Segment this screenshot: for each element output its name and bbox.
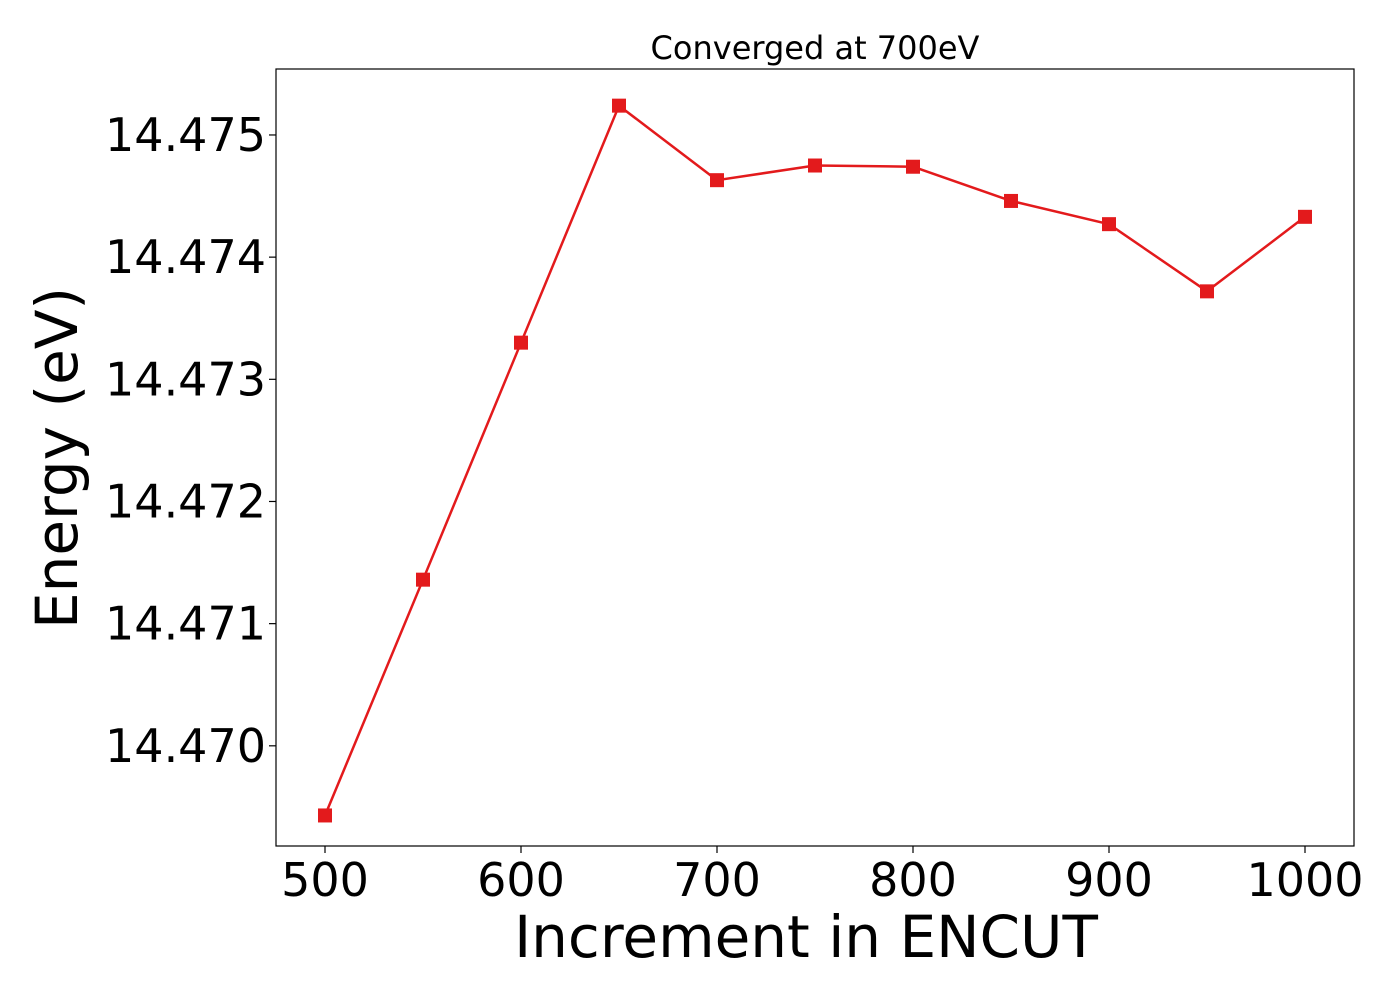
x-tick-label: 900: [1065, 853, 1153, 907]
x-axis-label: Increment in ENCUT: [514, 903, 1098, 971]
y-tick-label: 14.474: [105, 230, 266, 284]
x-axis: 500 600 700 800 900 1000: [281, 846, 1364, 907]
data-point-marker: [318, 808, 332, 823]
series-layer: [318, 98, 1312, 823]
y-tick-label: 14.470: [105, 719, 266, 773]
data-point-marker: [612, 98, 626, 113]
series-line: [323, 104, 1306, 816]
data-point-marker: [514, 335, 528, 350]
x-tick-label: 500: [281, 853, 369, 907]
data-point-marker: [1200, 284, 1214, 299]
data-point-marker: [1298, 209, 1312, 224]
x-tick-label: 700: [673, 853, 761, 907]
data-point-marker: [808, 158, 822, 173]
data-point-marker: [416, 572, 430, 587]
y-tick-label: 14.472: [105, 474, 266, 528]
data-point-marker: [1004, 193, 1018, 208]
data-point-marker: [710, 173, 724, 188]
data-point-marker: [1102, 217, 1116, 232]
x-tick-label: 800: [869, 853, 957, 907]
chart-title: Converged at 700eV: [651, 29, 980, 67]
x-tick-label: 600: [477, 853, 565, 907]
y-tick-label: 14.475: [105, 108, 266, 162]
y-axis: 14.470 14.471 14.472 14.473 14.474 14.475: [105, 108, 276, 773]
data-point-marker: [906, 159, 920, 174]
y-tick-label: 14.473: [105, 352, 266, 406]
plot-area: [275, 68, 1355, 847]
y-tick-label: 14.471: [105, 597, 266, 651]
x-tick-label: 1000: [1246, 853, 1363, 907]
y-axis-label: Energy (eV): [23, 287, 91, 629]
